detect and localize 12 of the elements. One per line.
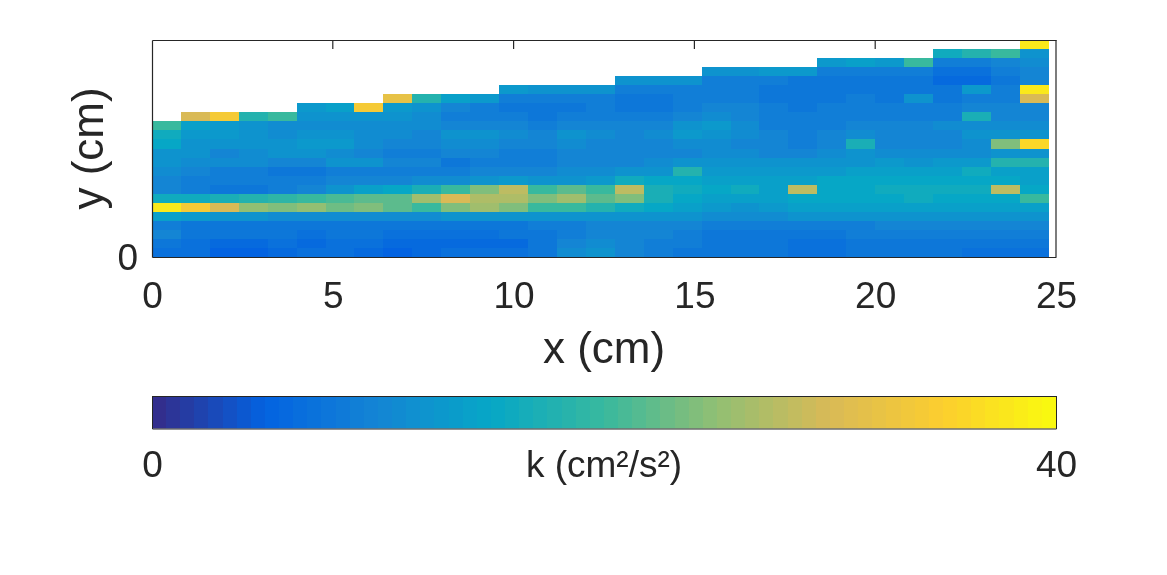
- x-axis-title: x (cm): [542, 323, 666, 372]
- y-axis-title: y (cm): [62, 87, 112, 210]
- x-tick-label: 15: [674, 274, 716, 316]
- x-tick-label: 10: [493, 274, 535, 316]
- x-tick-label: 0: [142, 274, 163, 316]
- color-bar-label: 0: [142, 443, 163, 485]
- x-tick-label: 25: [1035, 274, 1078, 316]
- x-tick-label: 5: [323, 274, 344, 316]
- color-bar-title: k (cm²/s²): [525, 444, 683, 485]
- color-bar-label: 40: [1035, 443, 1078, 485]
- text: 0: [117, 237, 138, 279]
- x-tick-label: 20: [855, 274, 897, 316]
